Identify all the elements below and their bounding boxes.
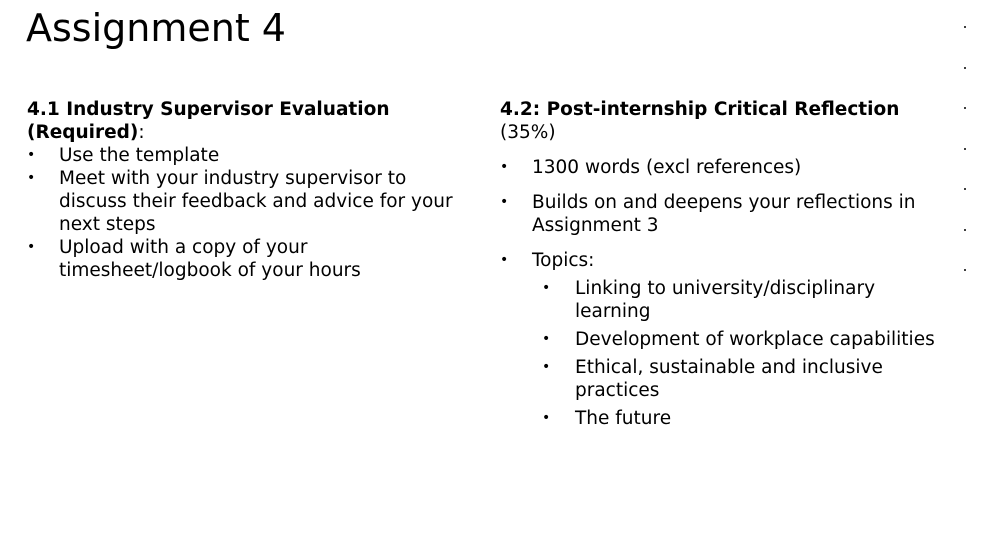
left-heading: 4.1 Industry Supervisor Evaluation (Requ… xyxy=(27,98,477,144)
bullet-dot: • xyxy=(542,331,551,347)
bullet-dot: • xyxy=(542,280,551,296)
bullet-dot: • xyxy=(27,170,36,186)
list-item: • Meet with your industry supervisor to d… xyxy=(27,167,477,236)
sub-bullet-text: Linking to university/disciplinary learn… xyxy=(575,278,876,322)
bullet-text: Topics: xyxy=(532,250,595,271)
sub-bullet-text: Ethical, sustainable and inclusive pract… xyxy=(575,357,883,401)
right-bullet-list: • 1300 words (excl references) • Builds on… xyxy=(500,156,950,430)
list-item: • Topics: • Linking to university/discipli… xyxy=(500,249,950,430)
sub-list-item: • Development of workplace capabilities xyxy=(500,328,950,351)
sub-list-item: • Linking to university/disciplinary lear… xyxy=(500,277,950,323)
bullet-text: Upload with a copy of your timesheet/log… xyxy=(59,237,361,281)
side-dot xyxy=(964,26,966,28)
bullet-text: Meet with your industry supervisor to di… xyxy=(59,168,453,235)
sub-bullet-text: The future xyxy=(575,408,672,429)
right-heading: 4.2: Post-internship Critical Reflection… xyxy=(500,98,950,144)
bullet-dot: • xyxy=(500,252,509,268)
right-heading-bold: 4.2: Post-internship Critical Reflection xyxy=(500,99,900,120)
bullet-dot: • xyxy=(542,410,551,426)
slide-title: Assignment 4 xyxy=(26,6,286,50)
bullet-dot: • xyxy=(27,239,36,255)
side-dot xyxy=(964,228,966,231)
bullet-dot: • xyxy=(500,159,509,175)
topics-sub-list: • Linking to university/disciplinary lear… xyxy=(532,277,950,430)
bullet-dot: • xyxy=(27,147,36,163)
left-bullet-list: • Use the template • Meet with your indust… xyxy=(27,144,477,282)
side-dot-column xyxy=(964,26,970,310)
sub-list-item: • Ethical, sustainable and inclusive prac… xyxy=(500,356,950,402)
side-dot xyxy=(964,66,966,69)
list-item: • 1300 words (excl references) xyxy=(500,156,950,179)
list-item: • Use the template xyxy=(27,144,477,167)
side-dot xyxy=(964,188,966,190)
sub-list-item: • The future xyxy=(500,407,950,430)
right-heading-suffix: (35%) xyxy=(500,122,556,143)
bullet-dot: • xyxy=(500,194,509,210)
left-heading-suffix: : xyxy=(138,122,145,143)
left-heading-bold: 4.1 Industry Supervisor Evaluation (Requ… xyxy=(27,99,390,143)
list-item: • Upload with a copy of your timesheet/lo… xyxy=(27,236,477,282)
right-column: 4.2: Post-internship Critical Reflection… xyxy=(500,98,950,430)
side-dot xyxy=(964,147,966,150)
list-item: • Builds on and deepens your reflections … xyxy=(500,191,950,237)
sub-bullet-text: Development of workplace capabilities xyxy=(575,329,935,350)
bullet-text: 1300 words (excl references) xyxy=(532,157,802,178)
bullet-dot: • xyxy=(542,359,551,375)
side-dot xyxy=(964,107,966,109)
left-column: 4.1 Industry Supervisor Evaluation (Requ… xyxy=(27,98,477,282)
side-dot xyxy=(964,269,966,271)
bullet-text: Builds on and deepens your reflections i… xyxy=(532,192,916,236)
bullet-text: Use the template xyxy=(59,145,220,166)
